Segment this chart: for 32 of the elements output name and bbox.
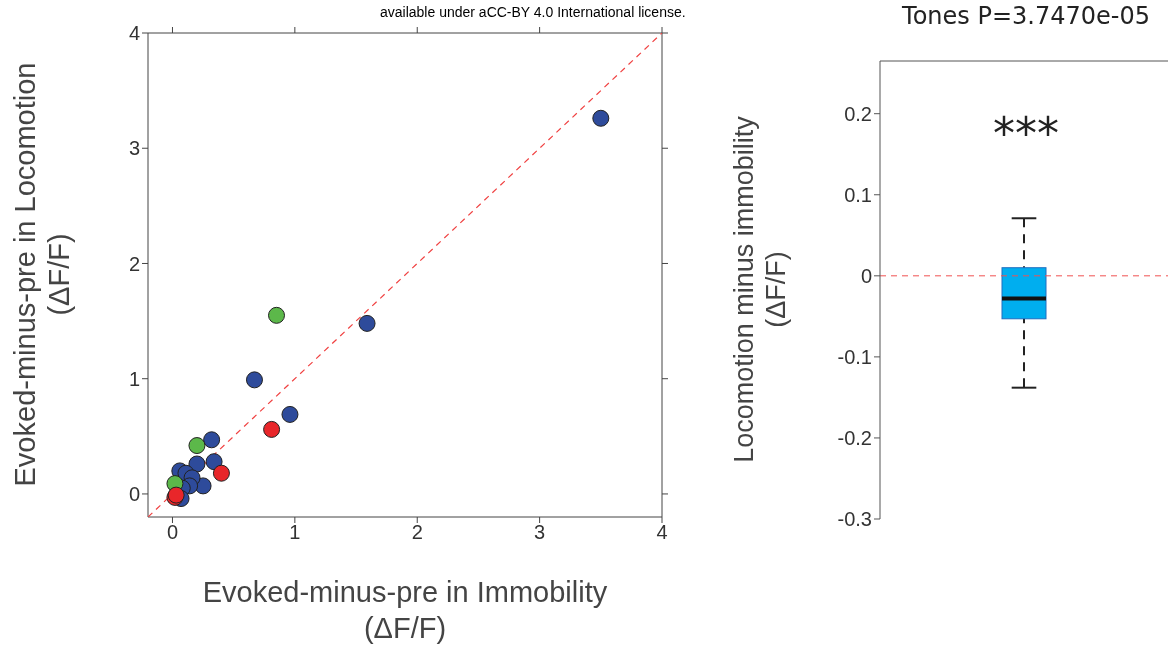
x-axis-title: Evoked-minus-pre in Immobility (ΔF/F) — [201, 575, 609, 646]
y-tick-label: 3 — [128, 137, 140, 160]
y-tick-label: 1 — [128, 367, 140, 390]
chart-title: Tones P=3.7470e-05 — [901, 2, 1151, 30]
point — [188, 437, 206, 455]
y-tick-label: -0.2 — [837, 427, 872, 450]
y-tick-label: 2 — [128, 252, 140, 275]
x-tick-label: 0 — [166, 521, 179, 544]
point — [212, 464, 230, 482]
y-tick-label: 0 — [860, 264, 872, 287]
point — [358, 314, 376, 332]
point — [245, 371, 263, 389]
y-tick-label: 0.1 — [844, 183, 872, 206]
point — [592, 109, 610, 127]
y-tick-label: 0.2 — [844, 102, 872, 125]
point — [263, 420, 281, 438]
y-tick-label: 0 — [128, 483, 140, 506]
point — [203, 431, 221, 449]
y-axis-title: Locomotion minus immobility (ΔF/F) — [728, 115, 792, 465]
x-tick-label: 3 — [534, 521, 546, 544]
y-tick-label: 4 — [128, 22, 140, 45]
x-tick-label: 2 — [411, 521, 423, 544]
y-tick-label: -0.3 — [837, 508, 872, 531]
y-tick-label: -0.1 — [837, 345, 872, 368]
text: available under aCC-BY 4.0 International license. — [380, 4, 686, 20]
point — [281, 405, 299, 423]
point — [205, 453, 223, 471]
y-axis-title: Evoked-minus-pre in Locomotion (ΔF/F) — [8, 61, 76, 489]
annotation: *** — [992, 108, 1060, 159]
point — [268, 306, 285, 324]
x-tick-label: 1 — [289, 521, 301, 544]
x-tick-label: 4 — [656, 521, 668, 544]
